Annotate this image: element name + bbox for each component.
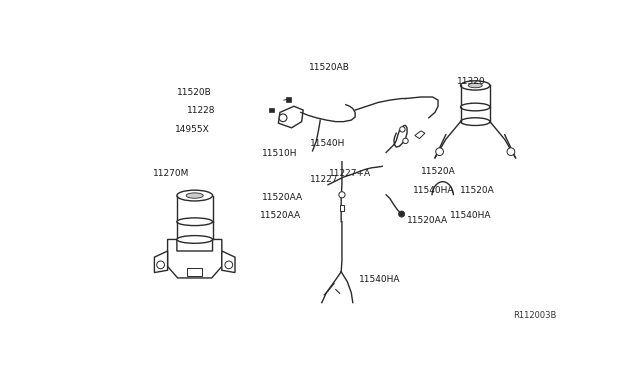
Text: 11520A: 11520A xyxy=(421,167,456,176)
Circle shape xyxy=(279,114,287,122)
Text: 11270M: 11270M xyxy=(153,170,189,179)
Ellipse shape xyxy=(177,218,212,225)
Text: 11540HA: 11540HA xyxy=(451,211,492,220)
Text: 11540H: 11540H xyxy=(310,139,346,148)
Text: 14955X: 14955X xyxy=(175,125,210,134)
Circle shape xyxy=(339,192,345,198)
Text: 11520AA: 11520AA xyxy=(260,211,301,220)
Text: 11520AA: 11520AA xyxy=(407,216,448,225)
Polygon shape xyxy=(222,251,235,273)
Circle shape xyxy=(403,138,408,144)
Ellipse shape xyxy=(177,235,212,243)
Ellipse shape xyxy=(177,190,212,201)
Text: 11227+A: 11227+A xyxy=(328,170,371,179)
Text: 11520A: 11520A xyxy=(460,186,495,195)
Circle shape xyxy=(507,148,515,155)
Text: 11510H: 11510H xyxy=(262,150,298,158)
Text: 11520AA: 11520AA xyxy=(262,193,303,202)
Polygon shape xyxy=(278,106,303,128)
Text: 11520AB: 11520AB xyxy=(309,63,350,72)
Ellipse shape xyxy=(461,118,490,125)
Text: R112003B: R112003B xyxy=(513,311,557,320)
Ellipse shape xyxy=(468,83,482,88)
FancyBboxPatch shape xyxy=(340,205,344,211)
Circle shape xyxy=(225,261,233,269)
Polygon shape xyxy=(154,251,168,273)
Circle shape xyxy=(400,126,405,132)
Circle shape xyxy=(436,148,444,155)
FancyBboxPatch shape xyxy=(269,108,274,112)
Text: 11520B: 11520B xyxy=(177,88,212,97)
Text: 11540HA: 11540HA xyxy=(413,186,455,195)
Ellipse shape xyxy=(461,103,490,111)
Polygon shape xyxy=(168,240,222,278)
Circle shape xyxy=(399,211,404,217)
Polygon shape xyxy=(415,131,425,139)
Text: 11227: 11227 xyxy=(310,175,339,184)
Ellipse shape xyxy=(461,81,490,90)
Text: 11320: 11320 xyxy=(457,77,486,86)
FancyBboxPatch shape xyxy=(286,97,291,102)
Ellipse shape xyxy=(186,193,204,198)
Text: 11228: 11228 xyxy=(187,106,216,115)
Text: 11540HA: 11540HA xyxy=(359,275,401,284)
Circle shape xyxy=(157,261,164,269)
FancyBboxPatch shape xyxy=(187,268,202,276)
